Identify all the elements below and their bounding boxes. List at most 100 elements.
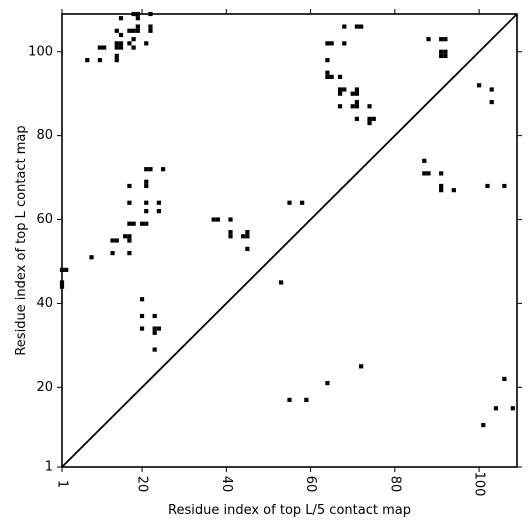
contact-point [144, 200, 149, 205]
contact-point [139, 313, 145, 319]
contact-point [135, 16, 140, 21]
contact-point [114, 238, 119, 243]
contact-point [476, 83, 482, 88]
contact-point [152, 326, 157, 331]
contact-point [439, 37, 444, 42]
contact-point [152, 330, 157, 335]
y-tick-label: 60 [36, 212, 53, 227]
contact-point [228, 234, 233, 239]
contact-point [325, 74, 330, 80]
contact-point [443, 37, 448, 42]
contact-point [443, 53, 448, 59]
contact-point [114, 58, 119, 63]
contact-point [97, 58, 103, 63]
contact-point [426, 171, 431, 176]
contact-point [131, 221, 136, 226]
contact-point [329, 41, 334, 46]
contact-point [118, 32, 124, 38]
contact-point [426, 37, 431, 42]
x-tick-label: 20 [135, 476, 150, 493]
contact-point [114, 45, 119, 50]
contact-point [228, 230, 233, 235]
contact-point [102, 45, 107, 50]
contact-point [354, 91, 360, 96]
contact-point [139, 326, 145, 331]
contact-point [350, 104, 355, 109]
contact-point [502, 376, 507, 382]
contact-point [156, 209, 162, 214]
contact-point [485, 183, 490, 189]
contact-point [135, 24, 140, 29]
y-tick-label: 80 [36, 128, 53, 143]
contact-point [144, 167, 149, 172]
contact-point [228, 217, 233, 222]
contact-point [443, 49, 448, 54]
contact-point [127, 28, 132, 33]
contact-point [325, 70, 330, 75]
contact-point [139, 297, 145, 302]
contact-point [118, 16, 124, 21]
contact-point [489, 99, 494, 105]
contact-point [439, 188, 444, 193]
contact-point [337, 91, 343, 96]
contact-point [85, 58, 90, 63]
contact-point [131, 45, 136, 50]
contact-point [245, 234, 250, 239]
contact-point [131, 37, 136, 42]
y-tick-label: 1 [45, 460, 53, 475]
diagonal-line [61, 13, 518, 468]
contact-point [337, 74, 343, 80]
contact-point [144, 221, 149, 226]
contact-point [439, 53, 444, 59]
contact-point [144, 179, 149, 184]
plot-frame [61, 13, 518, 468]
contact-point [139, 221, 145, 226]
contact-point [144, 183, 149, 189]
contact-point [359, 364, 364, 369]
contact-point [144, 209, 149, 214]
contact-point [215, 217, 220, 222]
contact-point [367, 104, 372, 109]
contact-point [114, 53, 119, 59]
contact-point [127, 250, 132, 256]
contact-point [127, 221, 132, 226]
contact-point [439, 183, 444, 189]
contact-point [502, 183, 507, 189]
x-tick-label: 100 [472, 472, 487, 497]
contact-point [354, 24, 360, 29]
y-axis-label: Residue index of top L contact map [14, 125, 29, 355]
contact-point [245, 246, 250, 251]
contact-point [123, 234, 128, 239]
contact-point [144, 41, 149, 46]
contact-point [114, 28, 119, 33]
contact-point [127, 200, 132, 205]
contact-point [489, 87, 494, 92]
contact-point [211, 217, 216, 222]
contact-point [439, 171, 444, 176]
x-tick-label: 60 [303, 476, 318, 493]
contact-point [371, 116, 376, 121]
contact-point [439, 49, 444, 54]
x-tick-label: 40 [219, 476, 234, 493]
contact-point [245, 230, 250, 235]
x-axis-label: Residue index of top L/5 contact map [168, 503, 411, 518]
x-tick-label: 1 [55, 480, 70, 488]
contact-point [359, 24, 364, 29]
contact-point [118, 41, 124, 46]
contact-point [148, 24, 153, 29]
contact-point [114, 41, 119, 46]
contact-point [337, 104, 343, 109]
contact-point [342, 87, 347, 92]
contact-point [127, 41, 132, 46]
contact-point [354, 104, 360, 109]
contact-point [481, 422, 486, 428]
contact-point [329, 74, 334, 80]
contact-point [367, 116, 372, 121]
contact-point [342, 41, 347, 46]
y-tick-label: 20 [36, 380, 53, 395]
contact-point [241, 234, 246, 239]
contact-point [300, 200, 305, 205]
contact-point [367, 120, 372, 126]
contact-point [156, 326, 162, 331]
